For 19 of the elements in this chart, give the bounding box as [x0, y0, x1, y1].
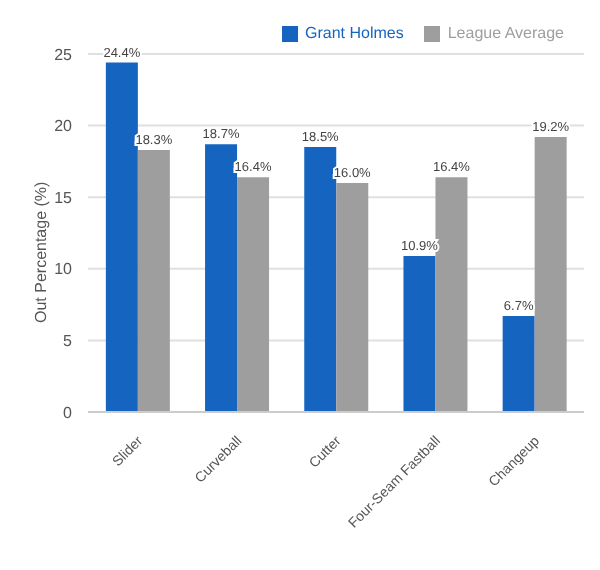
y-tick-label: 10: [54, 260, 74, 279]
bar: [105, 62, 138, 412]
legend-label: League Average: [447, 24, 564, 42]
bar: [137, 149, 170, 412]
bar: [502, 316, 535, 412]
bar: [304, 147, 337, 412]
y-tick-label: 20: [54, 117, 74, 136]
y-tick-label: 0: [63, 403, 74, 422]
y-tick-label: 5: [63, 332, 74, 351]
y-tick-label: 25: [54, 45, 74, 64]
bar: [336, 182, 369, 412]
bar: [205, 144, 238, 412]
y-axis-title: Out Percentage (%): [31, 180, 50, 323]
bar: [403, 255, 436, 412]
bar: [237, 177, 270, 412]
legend-label: Grant Holmes: [305, 24, 404, 42]
bar: [435, 177, 468, 412]
y-tick-label: 15: [54, 188, 74, 207]
bar: [534, 137, 567, 412]
